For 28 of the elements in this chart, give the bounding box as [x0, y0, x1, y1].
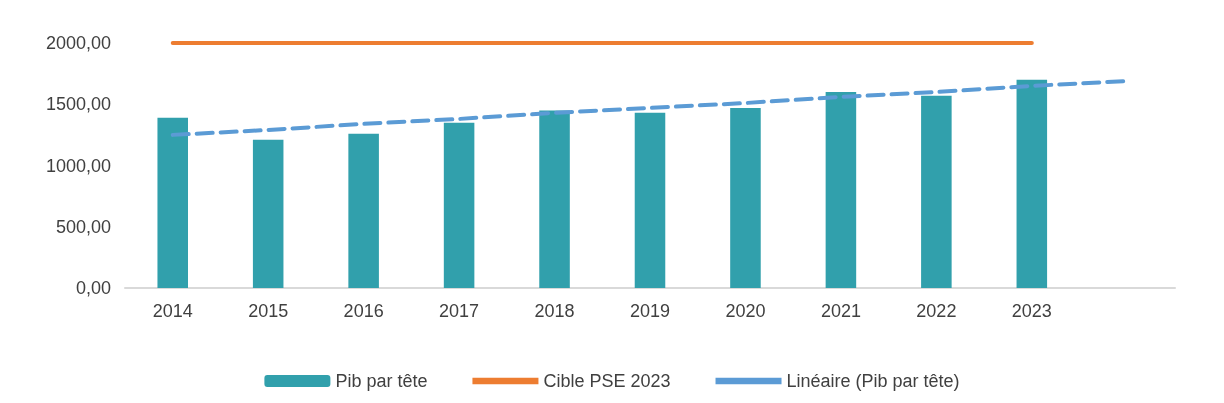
- bar: [921, 95, 952, 288]
- y-tick-label: 1500,00: [45, 94, 111, 115]
- x-tick-label: 2019: [629, 301, 671, 321]
- x-tick-label: 2016: [343, 301, 384, 321]
- bar: [539, 110, 570, 288]
- bar: [730, 107, 761, 288]
- y-tick-label: 500,00: [55, 216, 111, 237]
- x-tick-label: 2022: [916, 301, 957, 321]
- bar: [157, 117, 188, 288]
- legend-label: Pib par tête: [335, 371, 428, 391]
- y-tick-label: 1000,00: [45, 155, 111, 176]
- x-tick-label: 2023: [1011, 301, 1052, 321]
- x-tick-label: 2017: [439, 301, 480, 321]
- legend-label: Linéaire (Pib par tête): [786, 371, 960, 391]
- x-tick-label: 2015: [248, 301, 289, 321]
- y-tick-label: 0,00: [75, 278, 111, 298]
- x-tick-label: 2018: [534, 301, 575, 321]
- bar: [634, 112, 666, 288]
- bar: [825, 92, 857, 288]
- y-tick-label: 2000,00: [45, 33, 111, 53]
- x-tick-label: 2021: [820, 301, 861, 321]
- legend-label: Cible PSE 2023: [543, 371, 671, 391]
- bar: [1016, 79, 1048, 288]
- bar: [348, 133, 379, 288]
- bar: [443, 122, 475, 288]
- x-tick-label: 2014: [152, 301, 193, 321]
- x-tick-label: 2020: [725, 301, 766, 321]
- bar: [252, 139, 284, 288]
